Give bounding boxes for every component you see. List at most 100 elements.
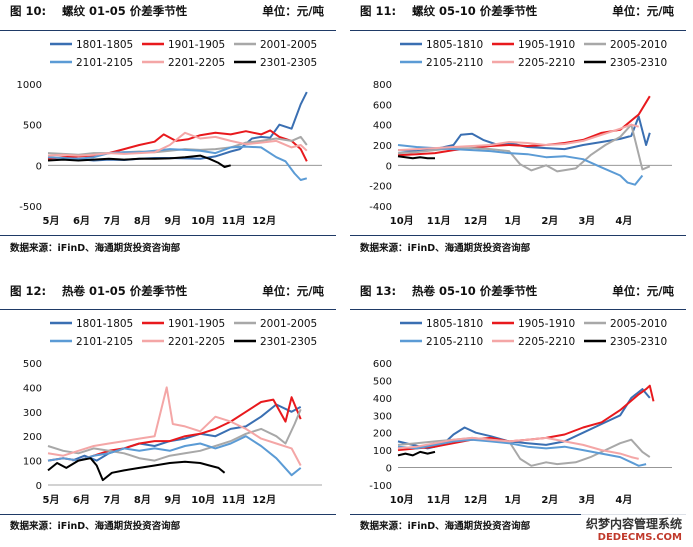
chart-title: 螺纹 05-10 价差季节性 bbox=[412, 4, 538, 18]
series-line-2105-2110 bbox=[397, 438, 647, 467]
legend-label: 1805-1810 bbox=[426, 39, 483, 51]
legend-label: 2001-2005 bbox=[260, 318, 317, 330]
y-tick-label: 400 bbox=[373, 394, 392, 405]
x-tick-label: 12月 bbox=[464, 494, 488, 506]
x-tick-label: 1月 bbox=[504, 215, 521, 227]
x-tick-label: 11月 bbox=[427, 215, 451, 227]
chart-header: 图 11: 螺纹 05-10 价差季节性 单位：元/吨 bbox=[350, 0, 686, 18]
y-tick-label: 1000 bbox=[17, 80, 42, 91]
source-note: 数据来源：iFinD、海通期货投资咨询部 bbox=[10, 521, 181, 532]
series-line-2001-2005 bbox=[47, 409, 302, 462]
figure-number: 图 11: bbox=[360, 4, 397, 18]
chart-header: 图 12: 热卷 01-05 价差季节性 单位：元/吨 bbox=[0, 280, 336, 298]
x-tick-label: 5月 bbox=[43, 494, 60, 506]
legend-label: 2001-2005 bbox=[260, 39, 317, 51]
chart-title: 热卷 01-05 价差季节性 bbox=[62, 284, 188, 298]
y-tick-label: -100 bbox=[369, 481, 392, 492]
legend-label: 2301-2305 bbox=[260, 336, 317, 348]
x-tick-label: 12月 bbox=[464, 215, 488, 227]
chart-header: 图 13: 热卷 05-10 价差季节性 单位：元/吨 bbox=[350, 280, 686, 298]
x-tick-label: 8月 bbox=[134, 494, 151, 506]
chart-plot: 1801-1805 1901-1905 2001-2005 2101-2105 2201… bbox=[23, 318, 322, 506]
y-tick-label: -400 bbox=[369, 202, 392, 213]
header-rule bbox=[0, 30, 336, 31]
x-tick-label: 10月 bbox=[390, 215, 414, 227]
x-tick-label: 2月 bbox=[541, 215, 558, 227]
series-line-2201-2205 bbox=[47, 386, 302, 466]
y-tick-label: 500 bbox=[23, 121, 42, 132]
chart-title: 热卷 05-10 价差季节性 bbox=[412, 284, 538, 298]
x-tick-label: 3月 bbox=[578, 215, 595, 227]
unit-label: 单位：元/吨 bbox=[612, 4, 674, 18]
legend-label: 1801-1805 bbox=[76, 39, 133, 51]
x-tick-label: 4月 bbox=[615, 215, 632, 227]
unit-label: 单位：元/吨 bbox=[262, 284, 324, 298]
legend-label: 2305-2310 bbox=[610, 57, 667, 69]
figure-number: 图 10: bbox=[10, 4, 47, 18]
x-tick-label: 7月 bbox=[103, 215, 120, 227]
x-tick-label: 1月 bbox=[504, 494, 521, 506]
legend-label: 2301-2305 bbox=[260, 57, 317, 69]
legend-label: 2205-2210 bbox=[518, 57, 575, 69]
x-tick-label: 10月 bbox=[191, 494, 215, 506]
legend-label: 2101-2105 bbox=[76, 336, 133, 348]
y-tick-label: 600 bbox=[373, 359, 392, 370]
series-line-1901-1905 bbox=[47, 129, 308, 162]
footer-rule bbox=[0, 514, 336, 515]
legend-label: 1805-1810 bbox=[426, 318, 483, 330]
series-line-2305-2310 bbox=[397, 450, 436, 457]
series-line-2105-2110 bbox=[397, 144, 644, 186]
x-tick-label: 10月 bbox=[390, 494, 414, 506]
chart-plot: 1805-1810 1905-1910 2005-2010 2105-2110 2205… bbox=[369, 318, 672, 506]
footer-rule bbox=[0, 235, 336, 236]
legend-label: 1905-1910 bbox=[518, 39, 575, 51]
legend-label: 2201-2205 bbox=[168, 57, 225, 69]
legend-label: 2005-2010 bbox=[610, 318, 667, 330]
y-tick-label: 600 bbox=[373, 100, 392, 111]
y-tick-label: 0 bbox=[36, 161, 42, 172]
x-tick-label: 9月 bbox=[164, 215, 181, 227]
series-line-2301-2305 bbox=[47, 457, 226, 482]
header-rule bbox=[350, 30, 686, 31]
chart-title: 螺纹 01-05 价差季节性 bbox=[62, 4, 188, 18]
series-line-2305-2310 bbox=[397, 155, 435, 160]
y-tick-label: 300 bbox=[373, 411, 392, 422]
series-line-1801-1805 bbox=[72, 403, 302, 462]
chart-plot: 1801-1805 1901-1905 2001-2005 2101-2105 2201… bbox=[17, 39, 322, 227]
watermark-line-1: 织梦内容管理系统 bbox=[585, 517, 682, 531]
x-tick-label: 12月 bbox=[252, 215, 276, 227]
legend-label: 1801-1805 bbox=[76, 318, 133, 330]
header-rule bbox=[350, 309, 686, 310]
source-note: 数据来源：iFinD、海通期货投资咨询部 bbox=[360, 521, 531, 532]
y-tick-label: 0 bbox=[386, 464, 392, 475]
header-rule bbox=[0, 309, 336, 310]
y-tick-label: 500 bbox=[373, 376, 392, 387]
series-line-2101-2105 bbox=[47, 435, 302, 477]
y-tick-label: 200 bbox=[373, 429, 392, 440]
series-line-2205-2210 bbox=[397, 436, 639, 460]
chart-panel-hrc-05-10: 图 13: 热卷 05-10 价差季节性 单位：元/吨 1805-1810 190… bbox=[350, 280, 686, 540]
y-tick-label: 100 bbox=[23, 457, 42, 468]
x-tick-label: 7月 bbox=[103, 494, 120, 506]
chart-panel-rebar-05-10: 图 11: 螺纹 05-10 价差季节性 单位：元/吨 1805-1810 190… bbox=[350, 0, 686, 260]
series-line-1805-1810 bbox=[397, 115, 651, 153]
x-tick-label: 11月 bbox=[222, 215, 246, 227]
y-tick-label: -200 bbox=[369, 182, 392, 193]
series-line-2201-2205 bbox=[47, 131, 308, 157]
y-tick-label: 500 bbox=[23, 359, 42, 370]
source-note: 数据来源：iFinD、海通期货投资咨询部 bbox=[10, 243, 181, 254]
y-tick-label: 400 bbox=[23, 383, 42, 394]
y-tick-label: 200 bbox=[23, 432, 42, 443]
footer-rule bbox=[350, 514, 686, 515]
x-tick-label: 11月 bbox=[222, 494, 246, 506]
x-tick-label: 11月 bbox=[427, 494, 451, 506]
legend-label: 2201-2205 bbox=[168, 336, 225, 348]
series-line-2301-2305 bbox=[47, 154, 231, 168]
x-tick-label: 10月 bbox=[191, 215, 215, 227]
y-tick-label: 300 bbox=[23, 408, 42, 419]
legend-label: 1901-1905 bbox=[168, 39, 225, 51]
legend-label: 1901-1905 bbox=[168, 318, 225, 330]
chart-panel-rebar-01-05: 图 10: 螺纹 01-05 价差季节性 单位：元/吨 1801-1805 190… bbox=[0, 0, 336, 260]
y-tick-label: 800 bbox=[373, 80, 392, 91]
figure-number: 图 13: bbox=[360, 284, 397, 298]
